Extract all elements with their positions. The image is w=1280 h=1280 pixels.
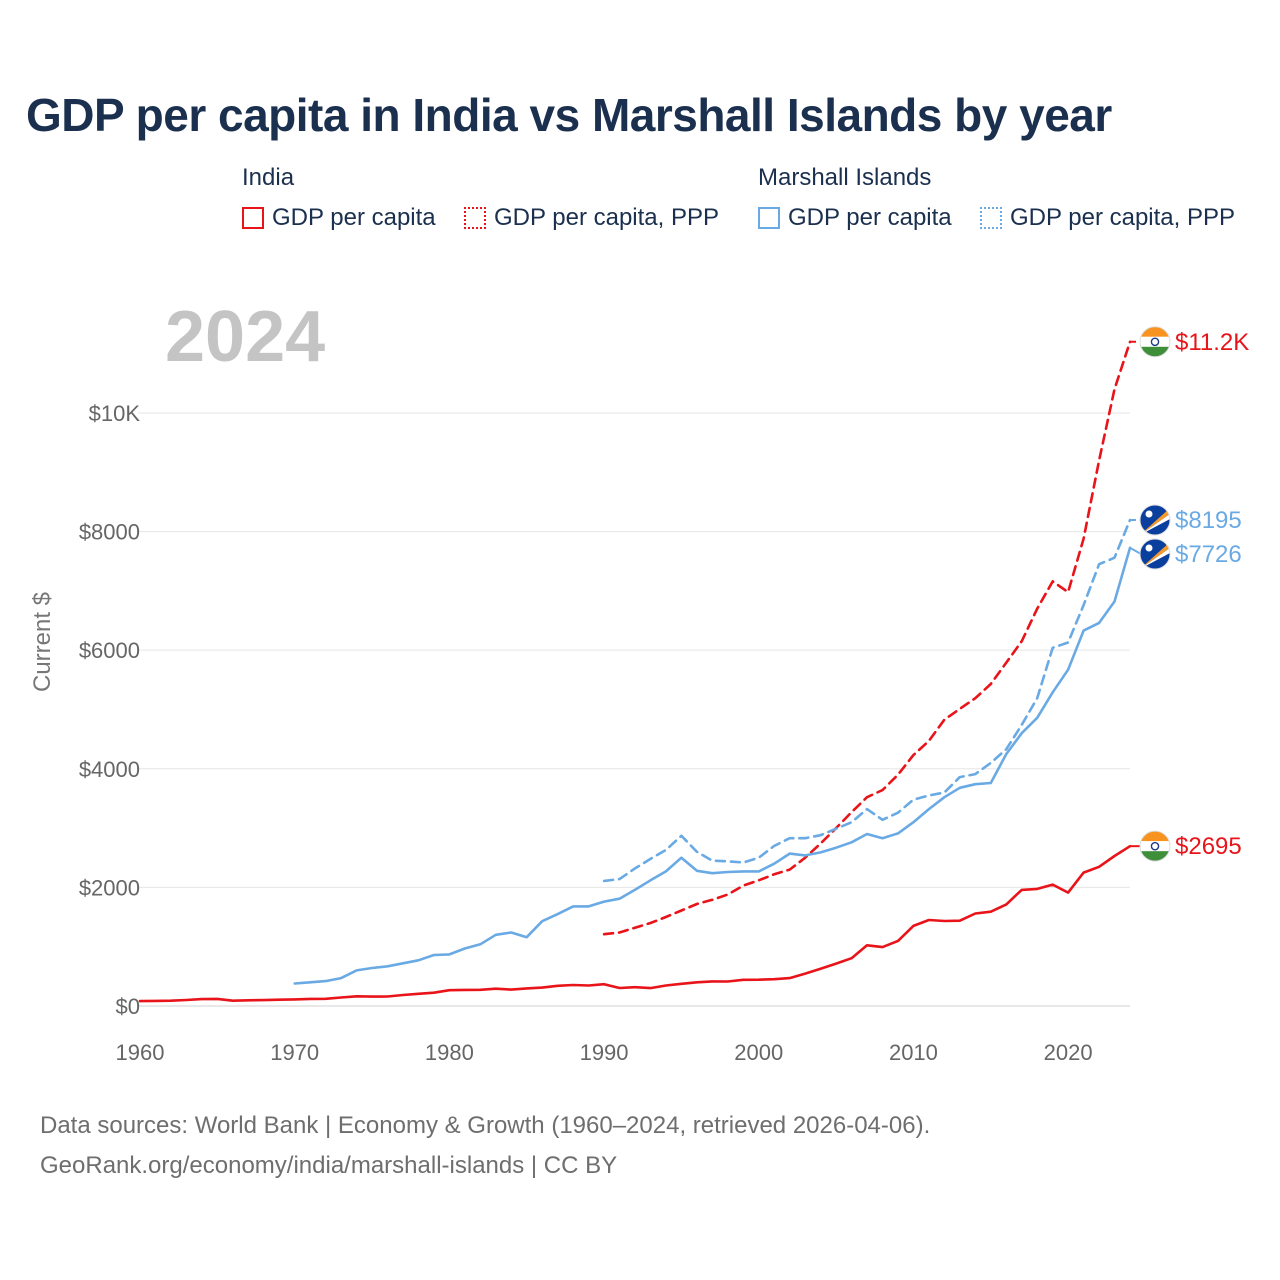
- flag-body: [1140, 539, 1170, 570]
- legend-item-india-gdp[interactable]: GDP per capita: [242, 204, 436, 232]
- legend-label: GDP per capita, PPP: [494, 204, 719, 231]
- x-tick-label: 1980: [425, 1040, 474, 1065]
- legend-label: GDP per capita: [272, 204, 436, 231]
- end-value-label: $11.2K: [1175, 329, 1249, 356]
- flag-band: [1140, 831, 1170, 842]
- flag-stripe-white: [1140, 514, 1170, 536]
- flag-band: [1140, 346, 1170, 357]
- end-value-label: $7726: [1175, 541, 1242, 568]
- data-sources-note: Data sources: World Bank | Economy & Gro…: [40, 1112, 931, 1139]
- x-tick-label: 2000: [734, 1040, 783, 1065]
- legend-swatch: [758, 207, 780, 229]
- grid-lines: [138, 412, 1130, 1007]
- flag-wheel: [1150, 337, 1160, 347]
- flag-body: [1140, 831, 1170, 862]
- y-tick-label: $0: [116, 994, 140, 1019]
- series-line-1: [602, 340, 1132, 936]
- flag-outline: [1139, 830, 1171, 862]
- series-line-2: [293, 546, 1132, 985]
- legend-label: GDP per capita: [788, 204, 952, 231]
- x-tick-label: 2020: [1044, 1040, 1093, 1065]
- end-value-label: $2695: [1175, 833, 1242, 860]
- series-lines: [138, 340, 1132, 1003]
- legend-item-marshall-gdp[interactable]: GDP per capita: [758, 204, 952, 232]
- flag-outline: [1139, 326, 1171, 358]
- marshall-islands-flag-icon: [1139, 504, 1171, 536]
- flag-star: [1145, 544, 1153, 552]
- legend-label: GDP per capita, PPP: [1010, 204, 1235, 231]
- chart-title: GDP per capita in India vs Marshall Isla…: [26, 89, 1112, 141]
- year-watermark: 2024: [165, 297, 326, 377]
- y-tick-label: $8000: [79, 520, 140, 545]
- x-tick-label: 1970: [270, 1040, 319, 1065]
- flag-outline: [1139, 504, 1171, 536]
- y-tick-label: $6000: [79, 638, 140, 663]
- india-flag-icon: [1139, 326, 1171, 358]
- legend-item-marshall-gdp-ppp[interactable]: GDP per capita, PPP: [980, 204, 1235, 232]
- y-tick-label: $10K: [89, 401, 141, 426]
- x-tick-label: 1990: [580, 1040, 629, 1065]
- flag-star: [1145, 510, 1153, 518]
- legend-group-name: Marshall Islands: [758, 164, 932, 191]
- flag-band: [1140, 841, 1170, 852]
- flag-body: [1140, 505, 1170, 536]
- flag-wheel: [1150, 841, 1160, 851]
- flag-body: [1140, 326, 1170, 357]
- legend-item-india-gdp-ppp[interactable]: GDP per capita, PPP: [464, 204, 719, 232]
- credit-link[interactable]: GeoRank.org/economy/india/marshall-islan…: [40, 1152, 618, 1179]
- flag-band: [1140, 336, 1170, 347]
- axes: $0 $2000 $4000 $6000 $8000 $10K 1960 1970 1980 19…: [29, 401, 1093, 1065]
- flag-band: [1140, 851, 1170, 862]
- flag-stripe-orange: [1140, 542, 1170, 570]
- india-flag-icon: [1139, 830, 1171, 862]
- end-value-label: $8195: [1175, 507, 1242, 534]
- flag-outline: [1139, 538, 1171, 570]
- marshall-islands-flag-icon: [1139, 538, 1171, 570]
- y-tick-label: $4000: [79, 757, 140, 782]
- legend-swatch: [464, 207, 486, 229]
- series-line-0: [138, 844, 1132, 1003]
- legend-group-name: India: [242, 164, 295, 191]
- end-connector: [1129, 546, 1142, 555]
- series-line-3: [602, 518, 1132, 883]
- flag-stripe-white: [1140, 548, 1170, 570]
- legend-swatch: [242, 207, 264, 229]
- legend-swatch: [980, 207, 1002, 229]
- x-tick-label: 1960: [116, 1040, 165, 1065]
- y-axis-title: Current $: [29, 592, 56, 692]
- y-tick-label: $2000: [79, 875, 140, 900]
- flag-band: [1140, 326, 1170, 337]
- x-tick-label: 2010: [889, 1040, 938, 1065]
- flag-stripe-orange: [1140, 508, 1170, 536]
- footer: Data sources: World Bank | Economy & Gro…: [40, 1106, 930, 1186]
- end-labels: $11.2K $8195 $7726 $2695: [1129, 326, 1249, 862]
